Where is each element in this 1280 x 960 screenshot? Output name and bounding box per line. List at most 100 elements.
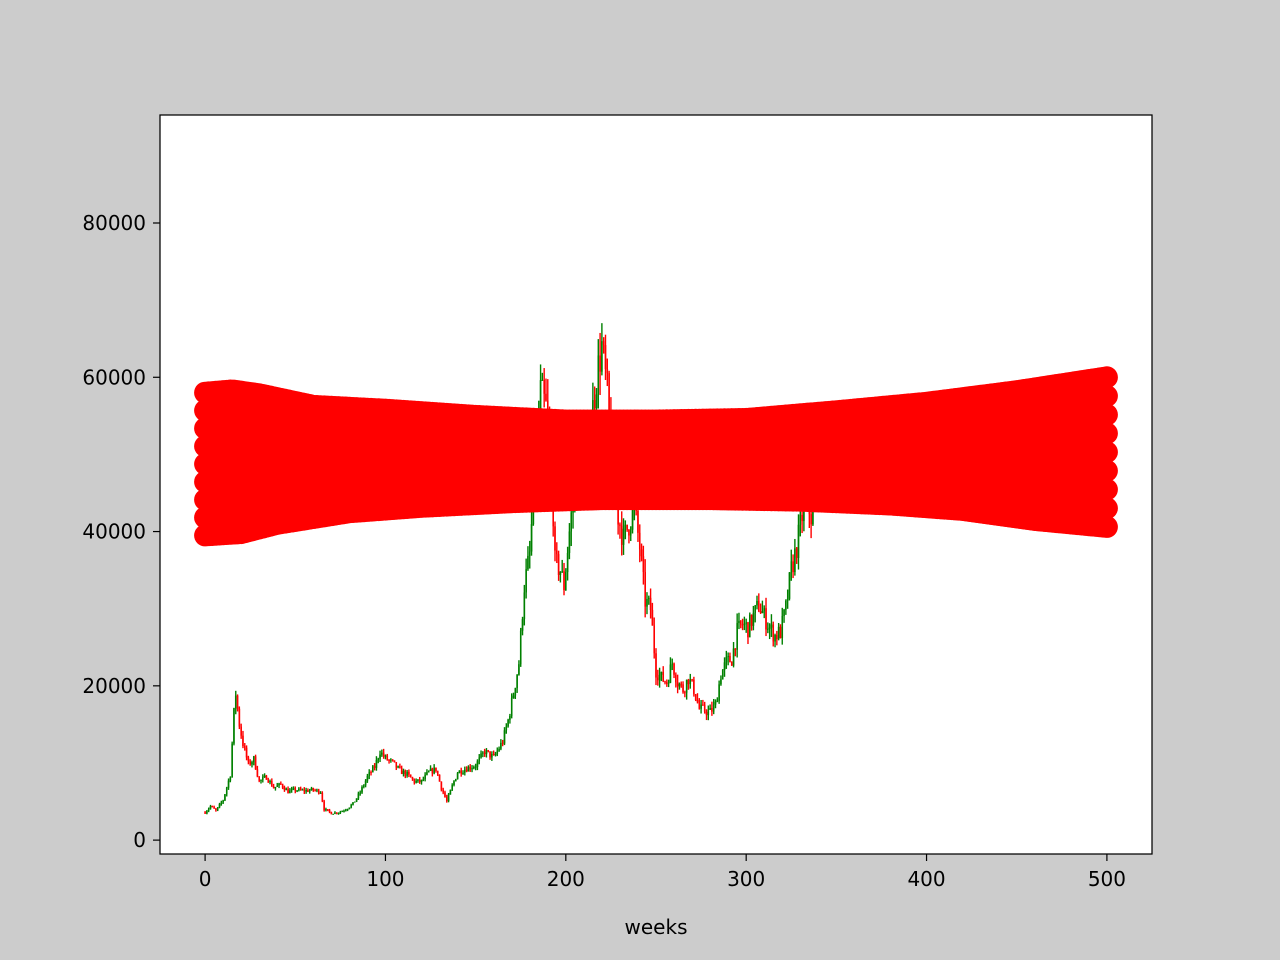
candle-body (685, 679, 688, 693)
candle-body (696, 699, 699, 703)
candle-body (254, 756, 257, 770)
candle-body (478, 757, 481, 762)
candle-body (251, 762, 253, 765)
candle-body (267, 779, 270, 783)
candle-body (283, 787, 286, 791)
candle-body (355, 798, 358, 802)
x-tick-label: 400 (907, 867, 945, 891)
candle-body (671, 663, 674, 665)
candle-body (772, 624, 775, 642)
candle-body (725, 656, 728, 663)
candle-body (660, 672, 663, 675)
candle-body (382, 752, 385, 757)
candle-body (687, 679, 690, 685)
candle-body (512, 695, 515, 698)
candle-body (436, 771, 439, 775)
candle-body (810, 514, 812, 525)
candle-body (649, 597, 652, 610)
candle-body (626, 524, 628, 530)
candle-body (741, 624, 744, 626)
candle-body (530, 524, 533, 552)
candle-body (357, 793, 360, 799)
candle-body (705, 711, 708, 716)
candle-body (271, 781, 273, 787)
candle-body (395, 762, 398, 768)
candle-body (337, 812, 340, 814)
candle-body (689, 679, 692, 685)
candle-body (510, 697, 513, 716)
candle-body (518, 664, 520, 675)
candle-body (709, 708, 711, 710)
candle-body (404, 770, 407, 776)
candle-body (431, 768, 434, 774)
candle-body (377, 758, 380, 761)
candle-body (422, 779, 425, 781)
candle-body (209, 806, 212, 809)
plot-frame (159, 114, 1153, 855)
candle-body (480, 753, 482, 758)
candle-body (310, 788, 313, 791)
candle-body (496, 750, 499, 754)
candle-body (523, 592, 526, 620)
candle-body (375, 760, 378, 768)
candle-body (368, 772, 371, 776)
candle-body (418, 779, 421, 782)
candle-body (528, 551, 531, 556)
candle-body (505, 726, 508, 731)
candle-body (319, 792, 322, 794)
candle-body (350, 804, 352, 808)
candle-body (305, 790, 307, 792)
candle-body (657, 677, 659, 681)
candle-body (301, 789, 304, 791)
candle-body (447, 794, 450, 802)
candle-body (249, 761, 251, 765)
candle-body (438, 774, 441, 782)
candle-body (328, 809, 331, 812)
candle-body (501, 742, 504, 744)
candle-body (620, 525, 623, 545)
candle-body (739, 620, 742, 625)
candle-body (676, 682, 679, 687)
x-tick-label: 100 (366, 867, 404, 891)
candle-body (624, 524, 627, 529)
candle-body (252, 756, 255, 763)
candle-body (732, 648, 735, 666)
candle-body (415, 780, 417, 783)
candle-body (734, 648, 737, 650)
candle-body (372, 766, 374, 773)
candle-body (606, 369, 609, 374)
candle-body (667, 682, 670, 684)
candle-body (471, 768, 473, 770)
candle-body (393, 760, 396, 763)
candle-body (242, 735, 244, 747)
candle-body (491, 753, 493, 758)
candle-body (473, 767, 475, 769)
candle-body (761, 611, 764, 614)
band-marker (1095, 441, 1118, 464)
candle-body (348, 807, 351, 810)
candle-body (680, 683, 683, 685)
candle-body (545, 393, 547, 401)
band-marker (1095, 366, 1118, 389)
candle-body (673, 663, 675, 675)
candle-body (424, 774, 426, 780)
candle-body (599, 355, 601, 372)
candle-body (207, 808, 210, 812)
candle-body (653, 625, 655, 654)
candle-body (464, 769, 466, 773)
candle-body (363, 785, 365, 788)
candle-body (507, 719, 509, 727)
candle-body (745, 622, 747, 624)
candle-body (646, 599, 648, 607)
candle-body (346, 809, 349, 811)
candle-body (593, 400, 596, 409)
candle-body (702, 704, 704, 706)
candle-body (344, 810, 347, 812)
candle-body (426, 772, 428, 775)
candle-body (774, 634, 776, 642)
candle-body (335, 812, 338, 814)
candle-body (292, 788, 295, 790)
candle-body (281, 784, 284, 788)
candle-body (743, 623, 746, 625)
candle-body (730, 662, 733, 666)
